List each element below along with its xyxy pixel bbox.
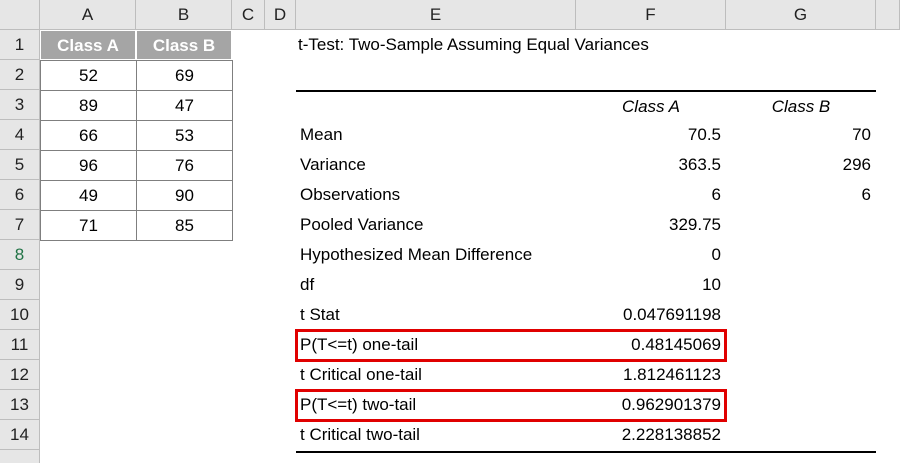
- output-value: 10: [702, 275, 721, 294]
- output-label: Variance: [300, 155, 366, 174]
- table-header: Class A: [40, 30, 136, 60]
- output-header: Class A: [622, 97, 680, 116]
- row-header[interactable]: 11: [0, 330, 40, 360]
- row-header[interactable]: 13: [0, 390, 40, 420]
- output-value: 1.812461123: [622, 365, 721, 384]
- output-label: Hypothesized Mean Difference: [300, 245, 533, 264]
- column-header[interactable]: A: [40, 0, 136, 30]
- highlight-box: [295, 329, 727, 362]
- column-header: [876, 0, 900, 30]
- output-value: 6: [861, 185, 871, 204]
- output-title: t-Test: Two-Sample Assuming Equal Varian…: [298, 35, 649, 54]
- output-value: 363.5: [678, 155, 721, 174]
- column-header[interactable]: D: [265, 0, 296, 30]
- output-value: 6: [711, 185, 721, 204]
- row-header[interactable]: 14: [0, 420, 40, 450]
- highlight-box: [295, 389, 727, 422]
- column-header[interactable]: G: [726, 0, 876, 30]
- output-label: t Critical two-tail: [300, 425, 420, 444]
- output-label: Observations: [300, 185, 401, 204]
- table-cell: 53: [136, 120, 233, 151]
- table-cell: 66: [40, 120, 137, 151]
- table-cell: 52: [40, 60, 137, 91]
- output-label: P(T<=t) one-tail: [300, 335, 419, 354]
- output-header: Class B: [771, 97, 831, 116]
- row-header[interactable]: 3: [0, 90, 40, 120]
- output-label: df: [300, 275, 315, 294]
- row-header[interactable]: 2: [0, 60, 40, 90]
- row-header[interactable]: 4: [0, 120, 40, 150]
- row-header[interactable]: 5: [0, 150, 40, 180]
- table-cell: 90: [136, 180, 233, 211]
- row-header[interactable]: 12: [0, 360, 40, 390]
- column-header[interactable]: C: [232, 0, 265, 30]
- output-label: Mean: [300, 125, 343, 144]
- output-label: t Stat: [300, 305, 340, 324]
- table-header: Class B: [136, 30, 232, 60]
- row-header[interactable]: 6: [0, 180, 40, 210]
- output-value: 70: [852, 125, 871, 144]
- output-value: 0.962901379: [621, 395, 721, 414]
- row-header[interactable]: 1: [0, 30, 40, 60]
- table-cell: 49: [40, 180, 137, 211]
- table-cell: 69: [136, 60, 233, 91]
- rule: [296, 90, 876, 92]
- row-header[interactable]: 10: [0, 300, 40, 330]
- column-header[interactable]: E: [296, 0, 576, 30]
- output-value: 0.047691198: [622, 305, 721, 324]
- table-cell: 85: [136, 210, 233, 241]
- output-value: 70.5: [687, 125, 721, 144]
- output-label: Pooled Variance: [300, 215, 424, 234]
- column-header[interactable]: B: [136, 0, 232, 30]
- row-header[interactable]: 7: [0, 210, 40, 240]
- row-header[interactable]: 8: [0, 240, 40, 270]
- table-cell: 76: [136, 150, 233, 181]
- table-cell: 71: [40, 210, 137, 241]
- output-label: t Critical one-tail: [300, 365, 422, 384]
- table-cell: 89: [40, 90, 137, 121]
- rule: [296, 451, 876, 453]
- output-value: 0: [711, 245, 721, 264]
- row-header[interactable]: 9: [0, 270, 40, 300]
- table-cell: 47: [136, 90, 233, 121]
- row-header: [0, 450, 40, 463]
- output-value: 0.48145069: [631, 335, 721, 354]
- output-label: P(T<=t) two-tail: [300, 395, 417, 414]
- column-header[interactable]: F: [576, 0, 726, 30]
- output-value: 296: [842, 155, 871, 174]
- table-cell: 96: [40, 150, 137, 181]
- output-value: 2.228138852: [621, 425, 721, 444]
- corner: [0, 0, 40, 30]
- output-value: 329.75: [669, 215, 721, 234]
